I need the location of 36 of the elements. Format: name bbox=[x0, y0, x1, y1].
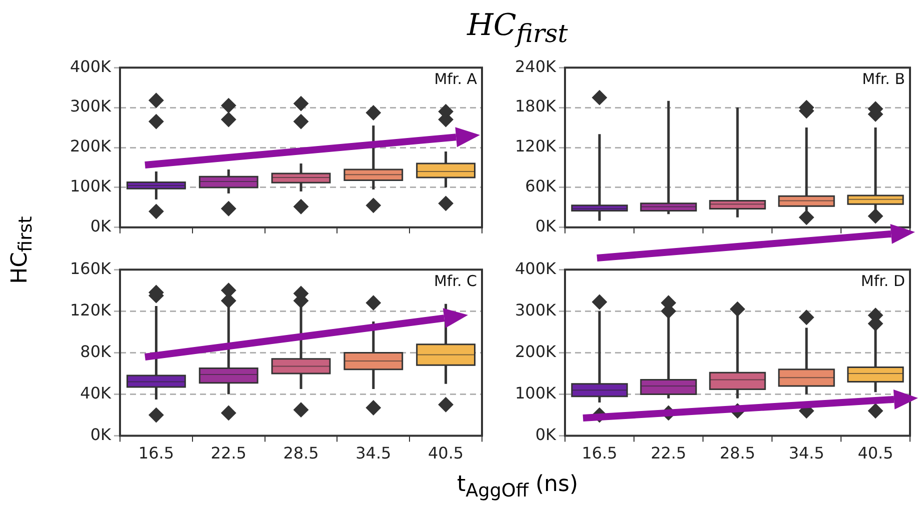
chart-title: HC$_{first}$ bbox=[466, 8, 569, 48]
x-tick-label: 34.5 bbox=[788, 444, 824, 463]
x-tick-label: 40.5 bbox=[858, 444, 894, 463]
y-tick-label: 180K bbox=[514, 96, 557, 116]
y-tick-label: 80K bbox=[80, 342, 112, 361]
y-tick-label: 240K bbox=[514, 56, 557, 76]
y-tick-label: 120K bbox=[70, 300, 112, 320]
y-tick-label: 200K bbox=[70, 136, 112, 156]
y-tick-label: 120K bbox=[514, 136, 557, 156]
y-tick-label: 40K bbox=[80, 383, 112, 402]
y-tick-label: 100K bbox=[70, 176, 112, 196]
y-tick-label: 400K bbox=[70, 56, 112, 76]
y-tick-label: 100K bbox=[514, 383, 557, 402]
x-tick-label: 28.5 bbox=[720, 444, 756, 463]
x-axis-title: t$_{AggOff}$ (ns) bbox=[456, 472, 580, 502]
y-tick-label: 0K bbox=[535, 424, 557, 444]
x-tick-label: 16.5 bbox=[138, 444, 174, 463]
x-tick-label: 40.5 bbox=[428, 444, 464, 463]
y-tick-label: 300K bbox=[70, 96, 112, 116]
x-tick-label: 22.5 bbox=[650, 444, 686, 463]
annotation: Mfr. B bbox=[862, 70, 905, 88]
x-tick-label: 34.5 bbox=[356, 444, 392, 463]
y-tick-label: 0K bbox=[535, 216, 557, 236]
annotation: Mfr. D bbox=[860, 272, 905, 290]
annotation: Mfr. C bbox=[434, 272, 477, 290]
y-tick-label: 300K bbox=[514, 300, 557, 320]
x-tick-label: 28.5 bbox=[283, 444, 319, 463]
y-tick-label: 400K bbox=[514, 258, 557, 278]
y-tick-label: 200K bbox=[514, 342, 557, 361]
y-tick-label: 60K bbox=[525, 176, 556, 196]
x-tick-label: 16.5 bbox=[582, 444, 618, 463]
y-tick-label: 0K bbox=[90, 424, 112, 444]
x-tick-label: 22.5 bbox=[210, 444, 246, 463]
y-tick-label: 160K bbox=[70, 258, 112, 278]
annotation: Mfr. A bbox=[434, 70, 478, 88]
y-tick-label: 0K bbox=[90, 216, 112, 236]
